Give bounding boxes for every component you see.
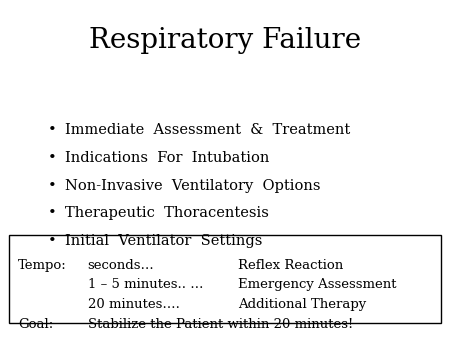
- Text: •: •: [47, 151, 56, 165]
- Text: Immediate  Assessment  &  Treatment: Immediate Assessment & Treatment: [65, 123, 351, 137]
- Text: •: •: [47, 206, 56, 220]
- Text: •: •: [47, 123, 56, 137]
- FancyBboxPatch shape: [9, 235, 441, 323]
- Text: Emergency Assessment: Emergency Assessment: [238, 279, 397, 291]
- Text: Goal:: Goal:: [18, 318, 53, 331]
- Text: Stabilize the Patient within 20 minutes!: Stabilize the Patient within 20 minutes!: [88, 318, 353, 331]
- Text: •: •: [47, 234, 56, 248]
- Text: Initial  Ventilator  Settings: Initial Ventilator Settings: [65, 234, 263, 248]
- Text: seconds…: seconds…: [88, 259, 154, 272]
- Text: Therapeutic  Thoracentesis: Therapeutic Thoracentesis: [65, 206, 269, 220]
- Text: 1 – 5 minutes.. …: 1 – 5 minutes.. …: [88, 279, 203, 291]
- Text: •: •: [47, 178, 56, 193]
- Text: Additional Therapy: Additional Therapy: [238, 298, 367, 311]
- Text: Indications  For  Intubation: Indications For Intubation: [65, 151, 270, 165]
- Text: Reflex Reaction: Reflex Reaction: [238, 259, 344, 272]
- Text: 20 minutes….: 20 minutes….: [88, 298, 180, 311]
- Text: Respiratory Failure: Respiratory Failure: [89, 27, 361, 54]
- Text: Non-Invasive  Ventilatory  Options: Non-Invasive Ventilatory Options: [65, 178, 321, 193]
- Text: Tempo:: Tempo:: [18, 259, 67, 272]
